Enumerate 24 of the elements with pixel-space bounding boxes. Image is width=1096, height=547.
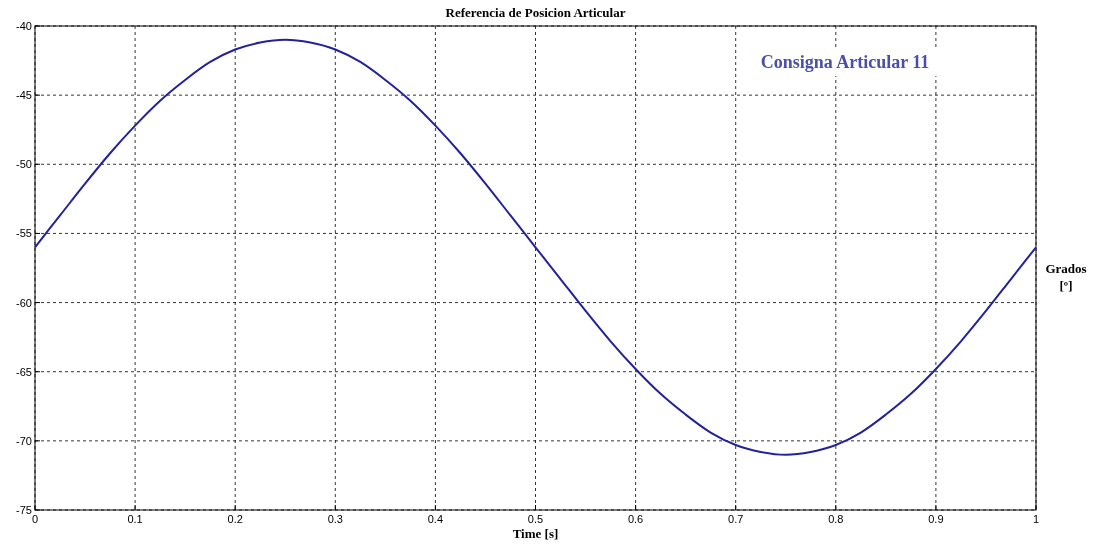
y-tick-label: -65: [16, 365, 32, 378]
y-tick-label: -40: [16, 20, 32, 32]
y-tick-label: -60: [16, 296, 32, 309]
y-tick-label: -45: [16, 89, 32, 102]
x-tick-label: 0: [31, 513, 39, 525]
line-series: [34, 38, 1037, 456]
y-tick-label: -50: [16, 158, 32, 171]
y-tick-label: -70: [16, 434, 32, 447]
x-tick-label: 0.8: [828, 513, 844, 525]
x-tick-label: 0.2: [227, 513, 243, 525]
x-tick-label: 0.9: [928, 513, 944, 525]
chart-title: Referencia de Posicion Articular: [445, 5, 626, 20]
y-tick-label: -75: [16, 504, 32, 516]
y-axis-title: Grados [º]: [1045, 261, 1087, 293]
x-tick-label: 0.6: [627, 513, 644, 525]
x-tick-label: 0.5: [527, 513, 544, 525]
x-tick-label: 0.1: [127, 513, 143, 525]
x-axis-title: Time [s]: [512, 526, 559, 541]
x-tick-label: 0.7: [728, 513, 744, 525]
x-tick-label: 0.3: [327, 513, 343, 525]
x-tick-label: 1: [1032, 513, 1040, 525]
annotation: Consigna Articular 11: [760, 52, 930, 72]
y-tick-label: -55: [16, 227, 32, 240]
x-tick-label: 0.4: [427, 513, 444, 525]
